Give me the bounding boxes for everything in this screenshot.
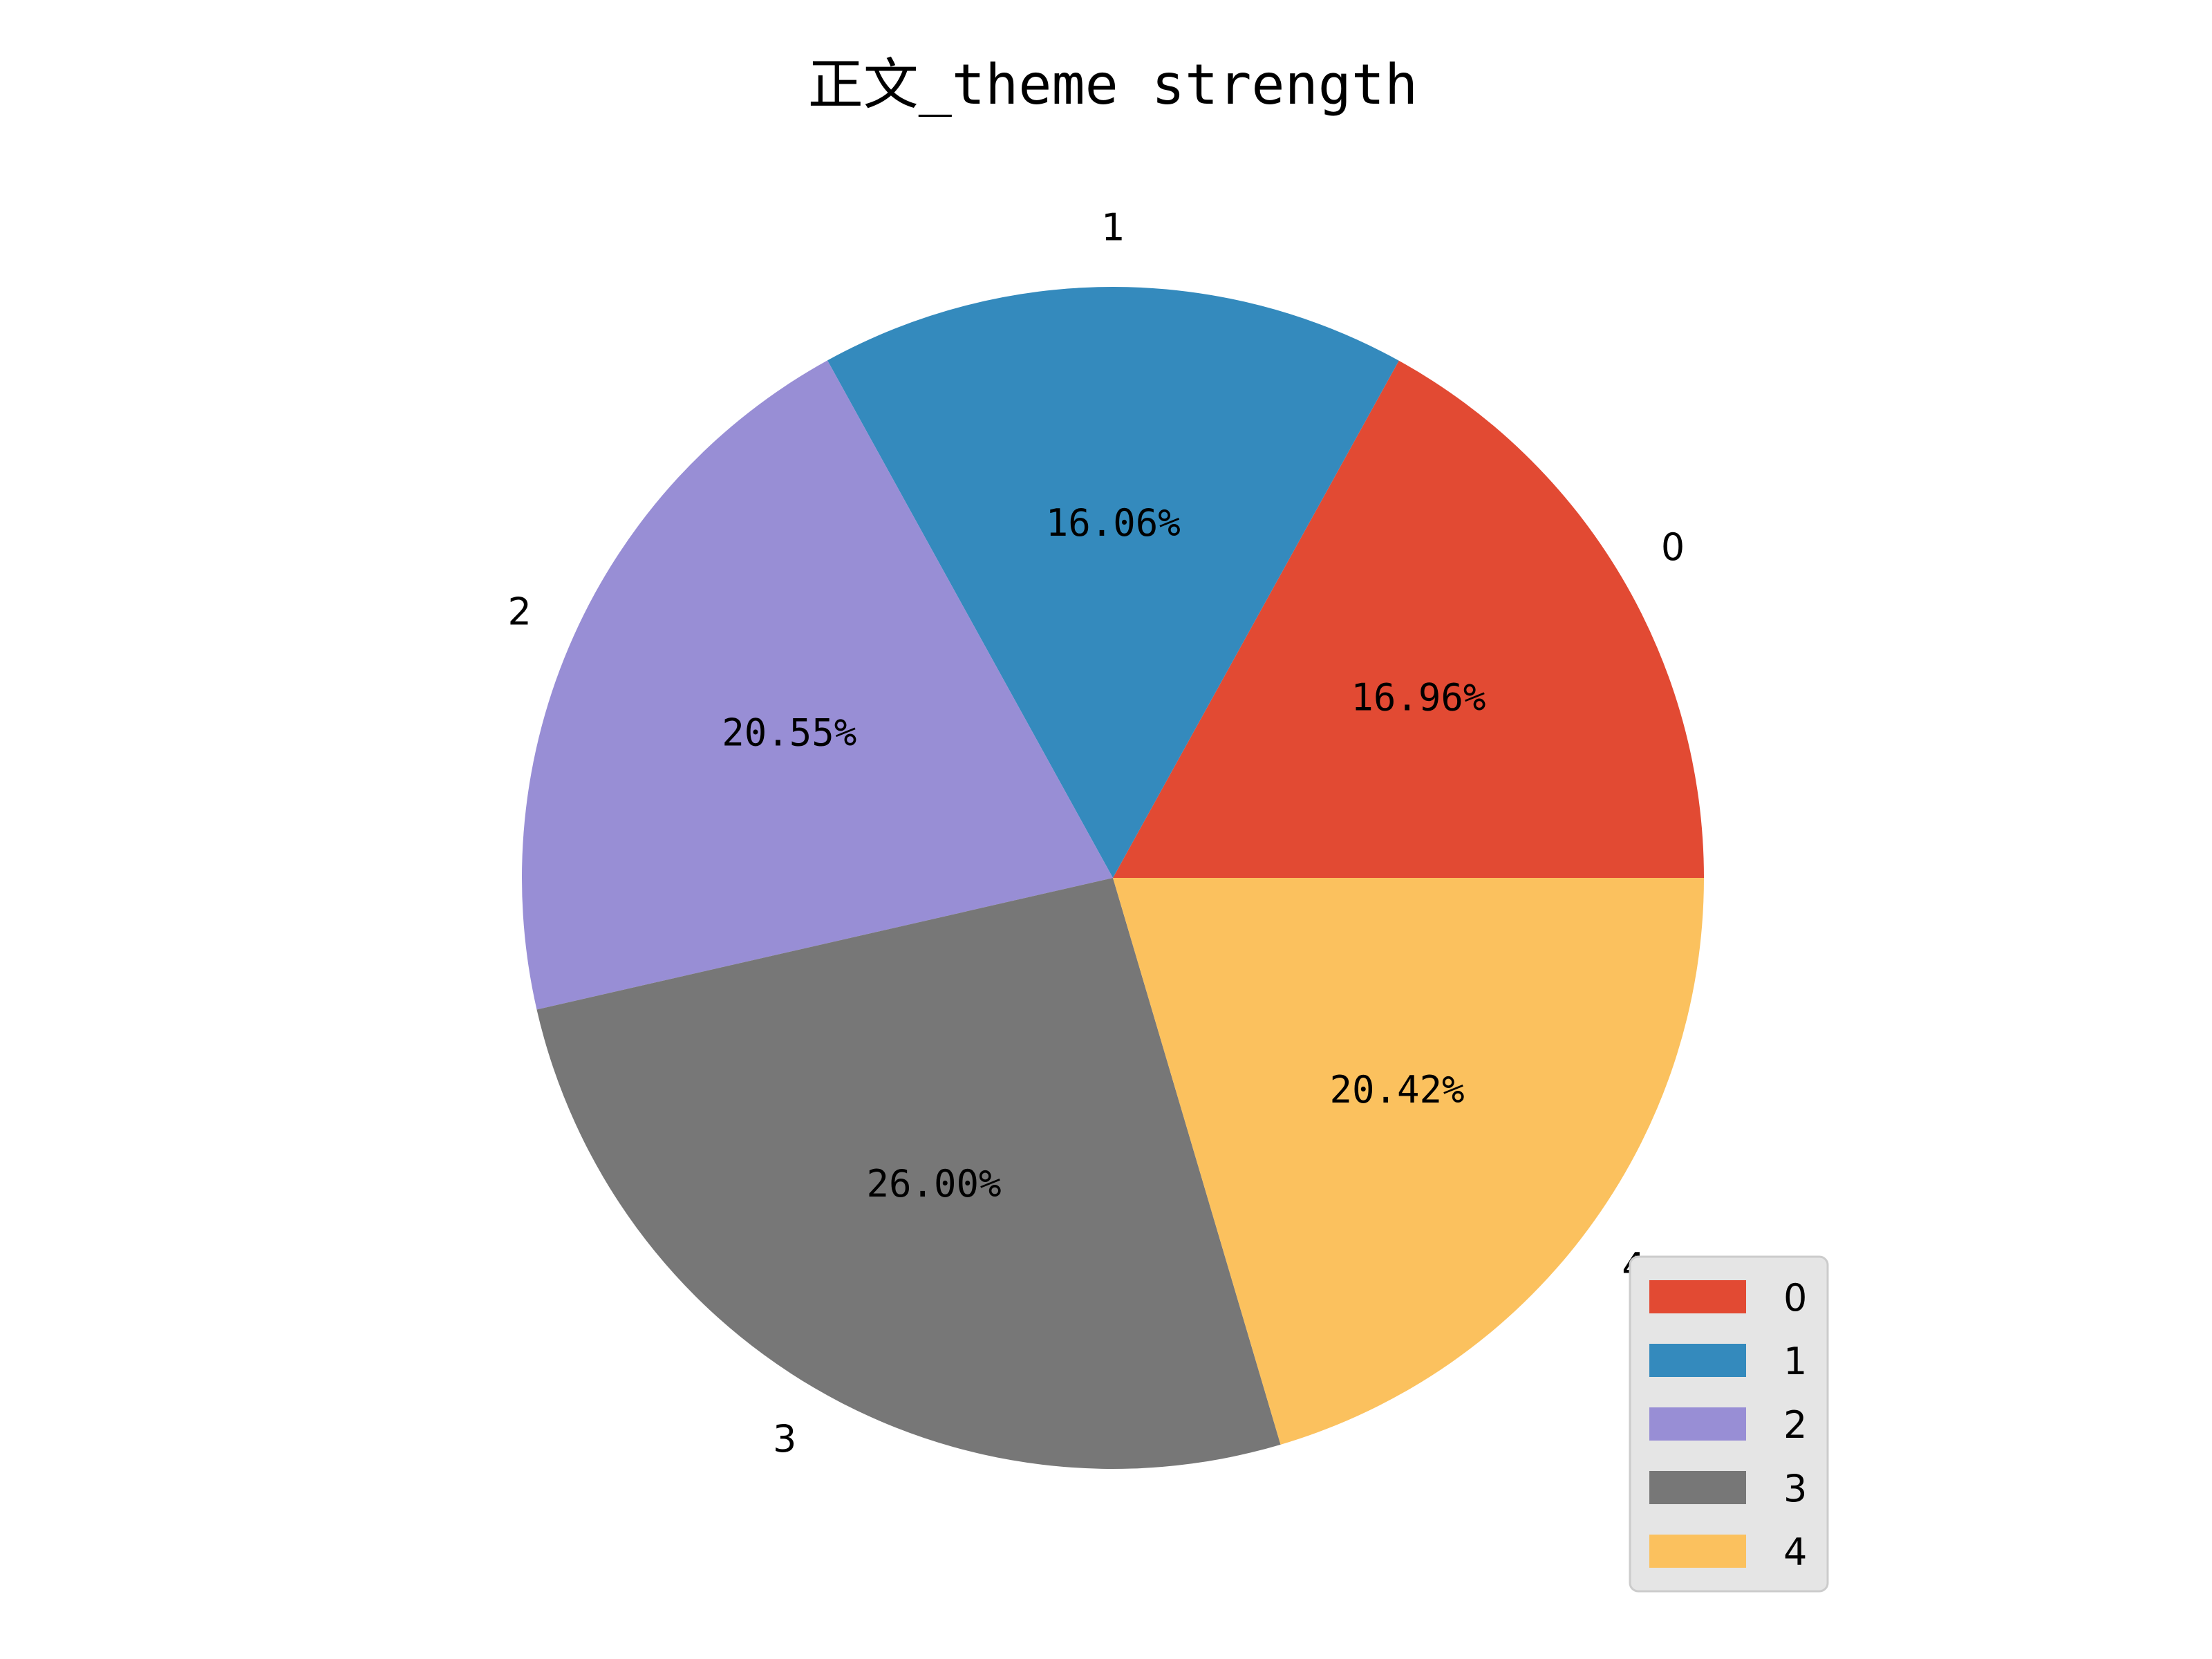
legend-swatch-4: [1649, 1535, 1746, 1568]
percent-label-0: 16.96%: [1351, 675, 1485, 719]
legend-label-1: 1: [1783, 1340, 1807, 1383]
legend-swatch-0: [1649, 1280, 1746, 1313]
pie-slice-2: [521, 360, 1113, 1010]
legend-swatch-2: [1649, 1407, 1746, 1441]
percent-label-1: 16.06%: [1046, 501, 1181, 545]
slice-label-0: 0: [1661, 525, 1685, 569]
pie-slice-4: [1113, 878, 1704, 1445]
legend-swatch-1: [1649, 1344, 1746, 1377]
pie-slices: [521, 287, 1704, 1469]
percent-label-2: 20.55%: [722, 711, 856, 754]
percent-label-4: 20.42%: [1329, 1068, 1464, 1112]
pie-slice-1: [827, 287, 1399, 878]
legend-label-4: 4: [1783, 1530, 1807, 1574]
legend-label-2: 2: [1783, 1403, 1807, 1447]
percent-label-3: 26.00%: [866, 1162, 1001, 1206]
pie-slice-3: [536, 878, 1281, 1469]
legend-label-3: 3: [1783, 1467, 1807, 1510]
slice-label-2: 2: [507, 590, 531, 634]
legend-entries: 0 1 2 3 4: [1649, 1276, 1807, 1574]
chart-title: 正文_theme strength: [808, 53, 1418, 117]
legend-swatch-3: [1649, 1471, 1746, 1504]
legend-label-0: 0: [1783, 1276, 1807, 1320]
pie-slice-0: [1113, 360, 1704, 878]
legend: 0 1 2 3 4: [1629, 1255, 1829, 1593]
slice-label-1: 1: [1101, 206, 1125, 250]
slice-label-3: 3: [773, 1417, 796, 1461]
percent-labels: 16.96% 16.06% 20.55% 26.00% 20.42%: [722, 501, 1485, 1206]
